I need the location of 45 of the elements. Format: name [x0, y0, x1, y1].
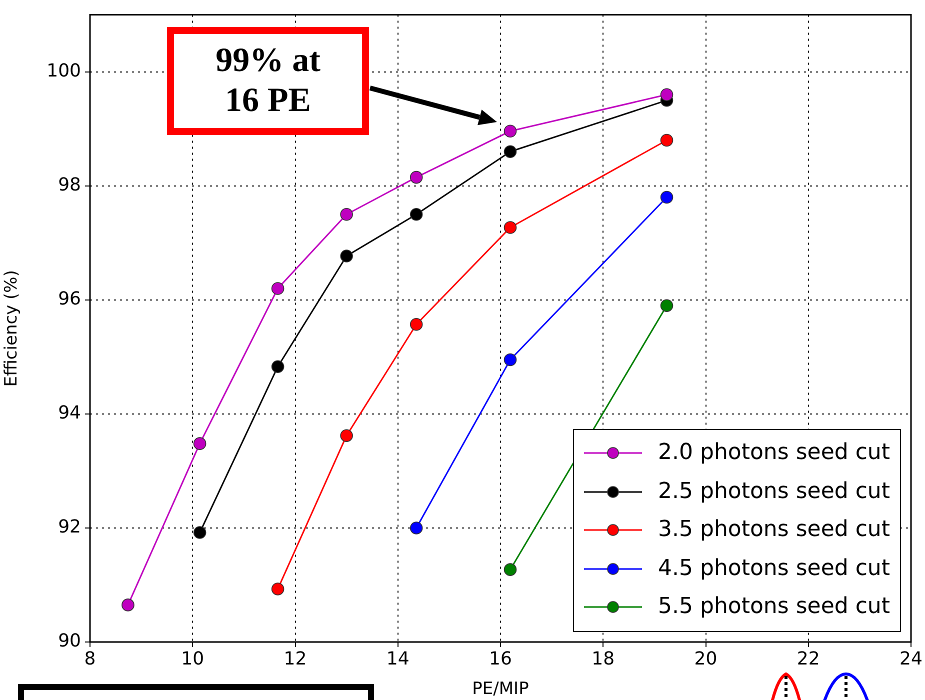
y-tick-label: 100	[46, 60, 81, 82]
point	[340, 429, 353, 442]
point	[504, 563, 517, 576]
x-tick-label: 18	[592, 648, 615, 670]
point	[340, 208, 353, 221]
x-tick-label: 20	[694, 648, 718, 670]
legend-label: 2.0 photons seed cut	[658, 439, 890, 467]
point	[410, 522, 423, 534]
annotation: 99% at 16 PE	[167, 27, 369, 135]
legend-label: 2.5 photons seed cut	[658, 478, 890, 506]
y-tick-label: 90	[58, 630, 81, 652]
x-tick-label: 12	[284, 648, 307, 670]
point	[660, 299, 674, 312]
point	[271, 582, 284, 596]
y-axis-title: Efficiency (%)	[2, 270, 22, 387]
point	[660, 190, 674, 204]
y-tick-label: 94	[58, 402, 81, 424]
point	[122, 598, 134, 612]
x-tick-label: 10	[181, 648, 204, 670]
point	[660, 88, 674, 102]
x-tick-label: 14	[386, 648, 410, 670]
point	[504, 124, 517, 138]
point	[504, 221, 517, 234]
point	[504, 145, 517, 158]
legend-label: 5.5 photons seed cut	[658, 593, 890, 621]
legend-label: 4.5 photons seed cut	[658, 554, 890, 582]
x-tick-label: 24	[900, 648, 922, 670]
point	[271, 360, 284, 373]
point	[660, 134, 674, 147]
point	[340, 250, 353, 262]
point	[193, 437, 206, 450]
x-tick-label: 22	[796, 648, 820, 670]
y-tick-label: 96	[58, 288, 81, 310]
y-tick-label: 92	[58, 516, 81, 538]
legend-label: 3.5 photons seed cut	[658, 516, 890, 544]
point	[410, 208, 423, 221]
point	[193, 526, 206, 539]
point	[271, 282, 284, 295]
x-tick-label: 16	[489, 648, 512, 670]
point	[410, 318, 423, 331]
x-tick-label: 8	[84, 648, 96, 670]
point	[410, 170, 423, 184]
point	[504, 353, 517, 366]
y-tick-label: 98	[58, 174, 81, 196]
x-axis-title: PE/MIP	[472, 679, 529, 700]
